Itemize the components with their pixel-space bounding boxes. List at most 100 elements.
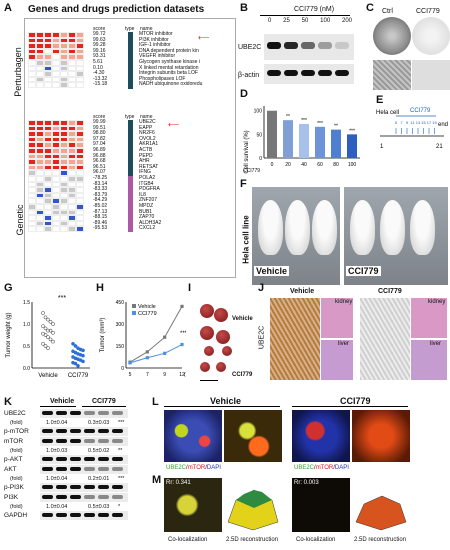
d-bar	[283, 120, 293, 158]
gen-type-bar-1	[128, 120, 133, 176]
list-name: X linked mental retardation	[139, 64, 199, 71]
fluor-drug-merged	[292, 410, 350, 462]
heatmap-cell	[60, 203, 68, 210]
tumor	[204, 346, 214, 356]
g-point	[43, 326, 48, 331]
heatmap-cell	[28, 215, 36, 221]
tumor	[200, 362, 210, 372]
chart-d: Cell survival (%) 0 50 100 0 ** 20 *** 40 *** 60 *…	[243, 106, 360, 174]
ihc-drug-liver	[411, 340, 447, 380]
j-kidney-label-d: kidney	[428, 299, 446, 305]
heatmap-cell	[44, 198, 52, 204]
list-score: -13.32	[93, 75, 108, 82]
heatmap-cell	[68, 181, 76, 188]
heatmap-cell	[52, 203, 60, 210]
e-drug-label: CCI779	[410, 108, 431, 114]
timeline-e: Hela cell CCI779 5 7 9 11 13 15 17 19 1 21 end	[376, 108, 448, 150]
heatmap-cell	[68, 82, 76, 88]
fluor-vehicle-overlay	[224, 410, 282, 462]
heatmap-cell	[52, 198, 60, 204]
list-score: -83.79	[93, 191, 108, 198]
pert-type-header: type	[125, 26, 135, 32]
g-sig: ***	[58, 295, 66, 302]
m-coloc-label-d: Co-localization	[296, 537, 336, 543]
mouse-drug-2	[380, 200, 405, 255]
e-day: 15	[421, 120, 426, 125]
heatmap-cell	[68, 65, 76, 72]
perturbagen-heatmap	[28, 32, 84, 88]
heatmap-cell	[52, 159, 60, 165]
d-xtick: 60	[317, 162, 323, 168]
k-band	[56, 439, 67, 443]
heatmap-cell	[60, 76, 68, 83]
g-point	[73, 344, 78, 348]
list-score: 96.68	[93, 158, 106, 165]
heatmap-cell	[76, 192, 84, 199]
heatmap-cell	[76, 164, 84, 171]
l-legend-v: UBE2C/mTOR/DAPI	[166, 465, 221, 471]
heatmap-cell	[52, 170, 60, 176]
list-score: 5.61	[93, 59, 103, 65]
mouse-vehicle-1	[258, 200, 283, 255]
heatmap-cell	[76, 147, 84, 154]
heatmap-cell	[76, 82, 84, 88]
heatmap-cell	[76, 59, 84, 66]
heatmap-cell	[44, 147, 52, 154]
h-ytick: 0	[121, 366, 124, 372]
k-band	[112, 411, 123, 415]
d-ytick: 100	[254, 109, 263, 115]
recon-drug	[352, 478, 410, 532]
heatmap-cell	[60, 65, 68, 72]
heatmap-cell	[36, 65, 44, 72]
d-ytick: 0	[259, 156, 262, 162]
j-kidney-label-v: kidney	[335, 299, 353, 305]
e-day: 19	[432, 120, 437, 125]
heatmap-cell	[28, 159, 36, 165]
heatmap-cell	[60, 198, 68, 204]
micro-drug	[412, 60, 450, 90]
panel-a-title: Genes and drugs prediction datasets	[28, 4, 205, 15]
heatmap-cell	[60, 215, 68, 221]
heatmap-cell	[36, 203, 44, 210]
h-xtick: 12	[179, 372, 185, 378]
g-point	[81, 353, 85, 358]
actin-band	[301, 70, 315, 76]
e-day: 7	[400, 120, 403, 125]
recon-drug-surface	[355, 495, 407, 531]
d-xtick: 80	[333, 162, 339, 168]
list-score: 97.04	[93, 141, 106, 148]
heatmap-cell	[76, 203, 84, 210]
list-name: PI3K inhibitor	[139, 36, 169, 43]
d-sig: ***	[317, 121, 323, 127]
heatmap-cell	[28, 220, 36, 227]
g-point	[71, 341, 75, 346]
heatmap-cell	[68, 131, 76, 137]
heatmap-cell	[28, 32, 36, 38]
heatmap-cell	[76, 175, 84, 182]
heatmap-cell	[76, 125, 84, 132]
heatmap-cell	[52, 164, 60, 171]
g-point	[48, 328, 53, 333]
d-bar	[315, 126, 325, 158]
h-line	[129, 344, 183, 364]
j-liver-label-d: liver	[430, 341, 442, 347]
k-band	[70, 411, 81, 415]
heatmap-cell	[76, 170, 84, 176]
list-score: -15.18	[93, 81, 108, 88]
dose-label: 50	[301, 18, 309, 24]
ube2c-band	[301, 42, 315, 49]
k-band	[70, 513, 81, 517]
k-band	[56, 495, 67, 499]
g-point	[73, 361, 78, 366]
list-score: 98.80	[93, 130, 106, 137]
h-point	[163, 351, 167, 355]
ube2c-band	[335, 42, 349, 49]
heatmap-cell	[36, 71, 44, 77]
list-score: 96.07	[93, 169, 106, 176]
heatmap-cell	[44, 37, 52, 44]
heatmap-cell	[60, 181, 68, 188]
k-vehicle-label: Vehicle	[50, 398, 75, 405]
heatmap-cell	[76, 65, 84, 72]
m-rr-vehicle: Rr: 0.341	[166, 480, 191, 486]
e-end-label: end	[438, 122, 448, 128]
